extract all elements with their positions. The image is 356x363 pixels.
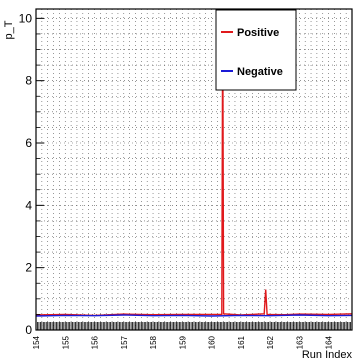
- y-axis-ticks: 0 2 4 6 8 10: [19, 11, 44, 337]
- legend-box: [215, 9, 297, 91]
- x-axis-label: Run Index: [302, 349, 353, 361]
- x-tick-label: 163: [295, 335, 304, 349]
- series-layer: [35, 8, 353, 317]
- y-tick-label: 4: [25, 198, 32, 212]
- y-tick-label: 2: [25, 261, 32, 275]
- x-tick-label: 158: [149, 335, 158, 349]
- series-line-negative: [35, 314, 353, 317]
- x-tick-label: 159: [178, 335, 187, 349]
- legend: Positive Negative: [215, 9, 297, 91]
- x-tick-label: 160: [208, 335, 217, 349]
- legend-label-positive: Positive: [237, 27, 279, 39]
- y-tick-label: 0: [25, 323, 32, 337]
- plot-frame: [35, 8, 353, 331]
- x-minor-ticks: [35, 322, 353, 330]
- y-tick-label: 6: [25, 136, 32, 150]
- y-tick-label: 8: [25, 74, 32, 88]
- x-tick-label: 157: [120, 335, 129, 349]
- x-tick-label: 161: [237, 335, 246, 349]
- x-tick-label: 156: [91, 335, 100, 349]
- y-tick-label: 10: [19, 11, 33, 25]
- x-tick-label: 164: [325, 335, 334, 349]
- y-axis-label: p_T: [3, 20, 15, 39]
- x-tick-label: 155: [61, 335, 70, 349]
- x-tick-label: 154: [32, 335, 41, 349]
- x-axis-ticks: 154 155 156 157 158 159 160 161 162 163 164: [32, 335, 334, 349]
- x-tick-label: 162: [266, 335, 275, 349]
- legend-label-negative: Negative: [237, 66, 283, 78]
- grid-lines: [36, 9, 353, 330]
